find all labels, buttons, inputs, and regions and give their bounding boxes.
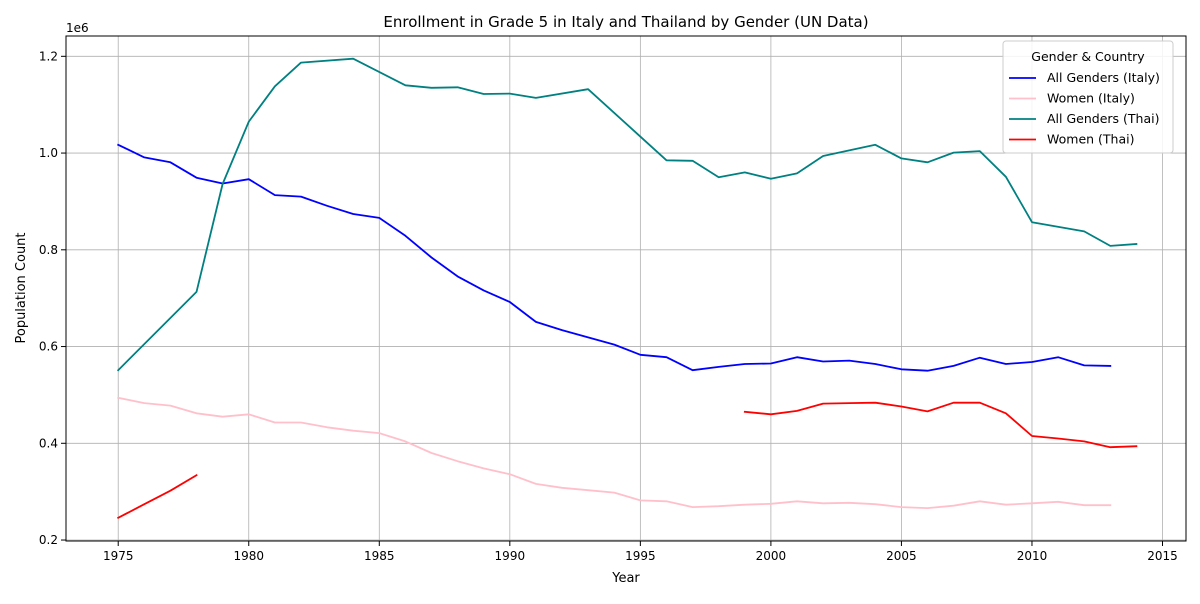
- y-offset-label: 1e6: [66, 21, 89, 35]
- legend-label-all-genders-italy: All Genders (Italy): [1047, 70, 1160, 85]
- x-tick-label: 2015: [1147, 549, 1178, 563]
- series-line-women-italy: [117, 396, 1112, 510]
- series-layer: [116, 57, 1138, 520]
- legend-label-all-genders-thai: All Genders (Thai): [1047, 111, 1159, 126]
- axis-layer: 1975 1980 1985 1990 1995 2000 2005 2010 2015 0.2 0…: [39, 49, 1178, 563]
- chart-title: Enrollment in Grade 5 in Italy and Thail…: [383, 13, 868, 31]
- x-tick-label: 1975: [103, 549, 134, 563]
- plot-frame: [65, 35, 1187, 542]
- y-tick-label: 0.4: [39, 436, 58, 450]
- x-tick-label: 2000: [756, 549, 787, 563]
- x-axis-label: Year: [611, 571, 640, 586]
- legend-entries: All Genders (Italy) Women (Italy) All Gend…: [1009, 70, 1160, 147]
- series-line-all-genders-thai: [116, 57, 1138, 372]
- grid-layer: [66, 36, 1186, 541]
- series-line-women-thai: [743, 401, 1138, 449]
- x-tick-label: 1990: [495, 549, 526, 563]
- series-line-all-genders-italy: [116, 143, 1112, 372]
- y-tick-label: 0.8: [39, 243, 58, 257]
- legend-title: Gender & Country: [1031, 49, 1145, 64]
- y-axis-label: Population Count: [14, 232, 29, 343]
- y-tick-label: 1.0: [39, 146, 58, 160]
- legend: Gender & Country All Genders (Italy) Wome…: [1002, 40, 1174, 154]
- x-tick-label: 2005: [886, 549, 917, 563]
- y-tick-label: 0.6: [39, 340, 58, 354]
- x-tick-label: 1995: [625, 549, 656, 563]
- series-line-women-thai: [116, 473, 198, 520]
- legend-frame: [1002, 40, 1174, 154]
- legend-label-women-thai: Women (Thai): [1047, 132, 1134, 147]
- x-tick-label: 1985: [364, 549, 395, 563]
- x-tick-label: 1980: [233, 549, 264, 563]
- y-tick-label: 0.2: [39, 533, 58, 547]
- x-tick-label: 2010: [1017, 549, 1048, 563]
- y-tick-label: 1.2: [39, 49, 58, 63]
- legend-label-women-italy: Women (Italy): [1047, 91, 1135, 106]
